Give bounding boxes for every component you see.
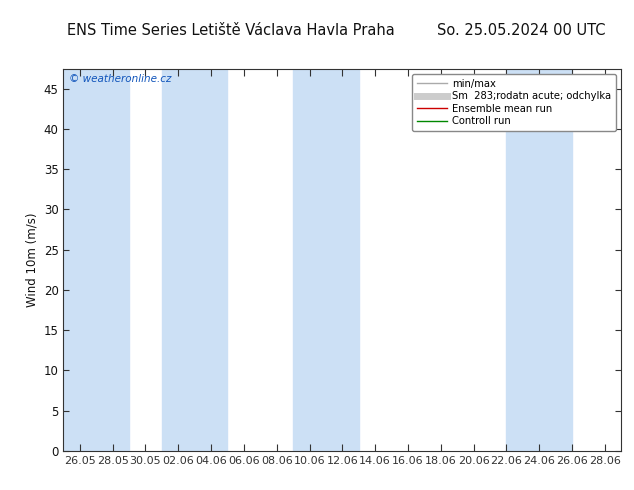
Bar [293, 69, 359, 451]
Y-axis label: Wind 10m (m/s): Wind 10m (m/s) [25, 213, 38, 307]
Bar [63, 69, 129, 451]
Text: So. 25.05.2024 00 UTC: So. 25.05.2024 00 UTC [437, 23, 605, 38]
Text: © weatheronline.cz: © weatheronline.cz [69, 74, 171, 84]
Legend: min/max, Sm  283;rodatn acute; odchylka, Ensemble mean run, Controll run: min/max, Sm 283;rodatn acute; odchylka, … [412, 74, 616, 131]
Text: ENS Time Series Letiště Václava Havla Praha: ENS Time Series Letiště Václava Havla Pr… [67, 23, 394, 38]
Bar [507, 69, 572, 451]
Bar [162, 69, 228, 451]
